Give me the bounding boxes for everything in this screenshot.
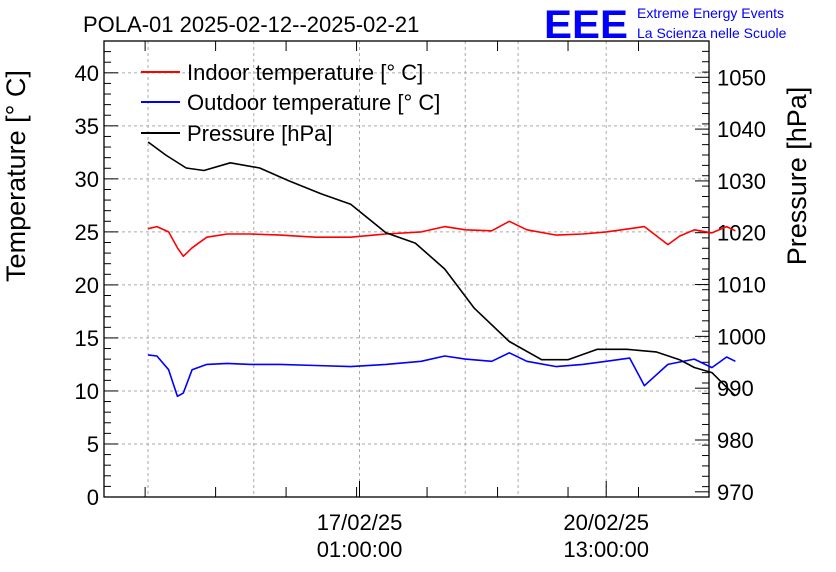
y-left-tick-label: 5 — [87, 432, 99, 457]
y-right-tick-label: 1030 — [717, 169, 766, 194]
legend: Indoor temperature [° C] Outdoor tempera… — [141, 60, 440, 146]
x-tick-date: 17/02/25 — [317, 510, 403, 535]
y-left-tick-label: 40 — [75, 61, 99, 86]
legend-label-pressure: Pressure [hPa] — [187, 121, 333, 146]
logo-line1: Extreme Energy Events — [637, 5, 784, 21]
y-right-tick-label: 990 — [717, 376, 754, 401]
right-axis: 970 980 990 1000 1010 1020 1030 1040 1050 — [695, 40, 766, 505]
y-right-tick-label: 1040 — [717, 117, 766, 142]
chart-title: POLA-01 2025-02-12--2025-02-21 — [83, 12, 419, 37]
y-left-tick-label: 15 — [75, 326, 99, 351]
y-left-label: Temperature [° C] — [1, 70, 31, 282]
y-left-tick-label: 10 — [75, 379, 99, 404]
y-left-tick-label: 30 — [75, 167, 99, 192]
legend-label-indoor: Indoor temperature [° C] — [187, 60, 423, 85]
left-axis: 0 5 10 15 20 25 30 35 40 — [75, 40, 118, 510]
logo-mark: EEE — [544, 3, 628, 47]
series-line-1 — [148, 351, 736, 398]
y-left-tick-label: 35 — [75, 114, 99, 139]
series-line-0 — [147, 220, 736, 258]
x-tick-time: 13:00:00 — [563, 537, 649, 562]
series-layer — [147, 141, 736, 398]
logo-line2: La Scienza nelle Scuole — [637, 25, 787, 41]
y-right-tick-label: 1050 — [717, 65, 766, 90]
eee-logo: EEE Extreme Energy Events La Scienza nel… — [544, 3, 787, 47]
series-line-2 — [147, 141, 736, 397]
y-left-tick-label: 0 — [87, 485, 99, 510]
y-left-tick-label: 25 — [75, 220, 99, 245]
y-left-tick-label: 20 — [75, 273, 99, 298]
legend-label-outdoor: Outdoor temperature [° C] — [187, 90, 440, 115]
y-right-tick-label: 970 — [717, 480, 754, 505]
y-right-tick-label: 980 — [717, 428, 754, 453]
x-tick-time: 01:00:00 — [317, 537, 403, 562]
y-right-tick-label: 1000 — [717, 324, 766, 349]
y-right-tick-label: 1020 — [717, 221, 766, 246]
x-tick-date: 20/02/25 — [563, 510, 649, 535]
y-right-tick-label: 1010 — [717, 273, 766, 298]
y-right-label: Pressure [hPa] — [782, 87, 812, 266]
